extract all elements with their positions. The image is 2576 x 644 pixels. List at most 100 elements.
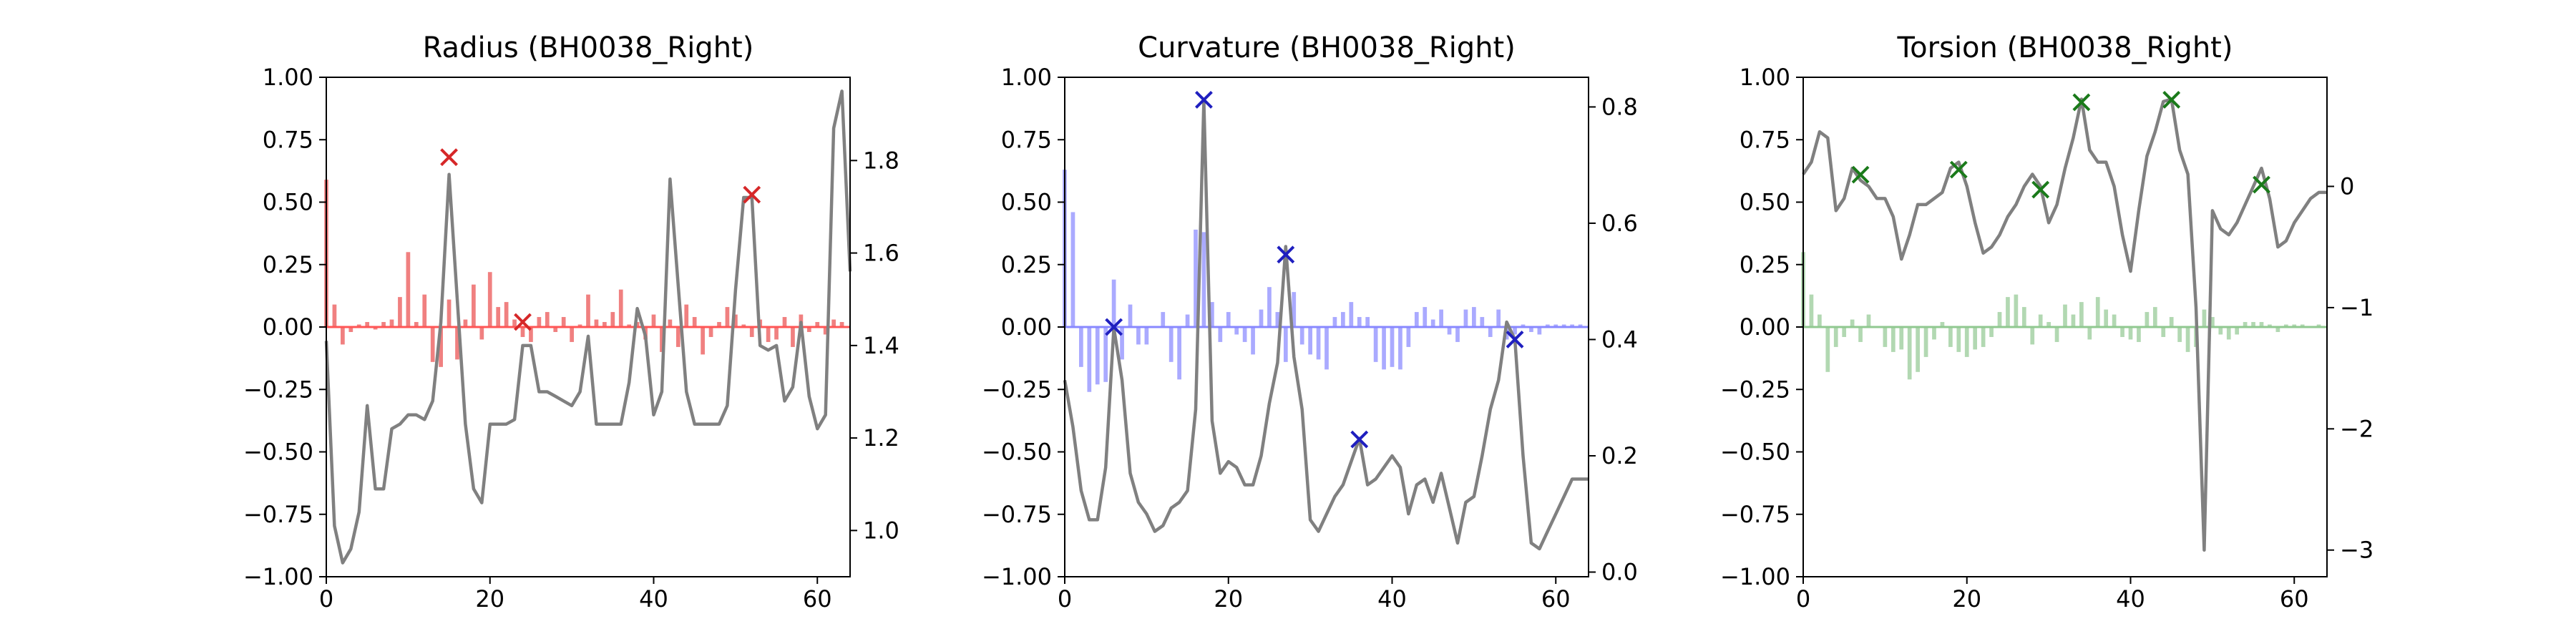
chart-title: Curvature (BH0038_Right) [1138,31,1516,64]
series-line [1802,97,2327,552]
x-tick-label: 20 [1214,585,1243,613]
bar [1455,327,1460,342]
bar [2161,327,2166,337]
y-tick-label: 0.25 [263,251,313,278]
bar [1177,327,1181,380]
bar [1341,312,1345,327]
y-tick-label: −0.25 [1720,376,1790,403]
bar [570,327,574,342]
bar [586,294,590,327]
bar [774,327,779,340]
bar [406,252,411,327]
bar [341,327,345,345]
bar [1226,312,1231,327]
bar [766,327,771,342]
y-tick-label: 0.50 [1001,189,1052,216]
bar [356,324,361,327]
x-tick-label: 60 [2280,585,2309,613]
bar [1136,327,1141,345]
bar [782,317,787,327]
bar [684,304,689,327]
y-right-tick-label: −1 [2340,294,2373,321]
bar [1825,327,1830,372]
bar [472,284,476,327]
peak-marker-stroke [2253,175,2270,194]
bar [2128,327,2133,340]
bar [668,319,673,327]
bar [2030,327,2035,345]
bar [823,327,828,335]
y-right-tick-label: 1.4 [863,332,899,359]
bar [1316,327,1321,360]
y-right-tick-label: −2 [2340,415,2373,442]
bar [1907,327,1912,380]
bar [463,319,468,327]
x-tick-label: 20 [475,585,504,613]
y-tick-label: −0.75 [1720,501,1790,528]
bar [1480,317,1485,327]
bar [373,327,378,330]
y-tick-label: −0.75 [243,501,313,528]
peak-marker [2031,180,2050,199]
bar [733,314,738,327]
bar [1111,279,1116,327]
bar [2259,322,2264,327]
bar [1382,327,1386,370]
bar [618,289,623,327]
bar [1128,304,1133,327]
y-right-tick-label: 0.4 [1601,326,1638,353]
bar [2202,309,2207,327]
bar [1447,327,1452,335]
bar [701,327,705,355]
bar [2079,302,2084,327]
bar [1890,327,1896,352]
bar [1973,327,1978,350]
bar [1349,302,1354,327]
bar [2137,327,2141,342]
x-tick-label: 40 [639,585,668,613]
bar [1087,327,1092,392]
bar [1923,327,1928,357]
y-tick-label: 0.00 [263,313,313,341]
y-tick-label: −0.50 [1720,439,1790,466]
y-tick-label: −0.25 [982,376,1052,403]
bar [2177,327,2182,342]
peak-marker [440,148,458,167]
bar [2071,314,2076,327]
bar [1308,327,1312,355]
bar [2226,327,2231,340]
bar [675,327,680,347]
bar [1398,327,1402,370]
bar [660,327,664,352]
y-right-tick-label: 0 [2340,172,2354,200]
y-tick-label: −0.25 [243,376,313,403]
y-right-tick-label: 1.2 [863,424,899,452]
bar [545,312,550,327]
bar [1981,327,1986,347]
bar [512,319,517,327]
bar [708,327,713,337]
bar [1103,327,1108,382]
bar [1259,309,1264,327]
peak-marker-stroke [1949,160,1968,179]
y-tick-label: 0.75 [263,126,313,153]
bar [1251,327,1255,355]
bar [1472,307,1476,327]
bar [389,319,394,327]
bar [1496,309,1501,327]
subplot-radius: −1.00−0.75−0.50−0.250.000.250.500.751.00… [243,31,899,613]
subplot-curvature: −1.00−0.75−0.50−0.250.000.250.500.751.00… [982,31,1638,613]
bar [398,297,402,327]
bar [1916,327,1920,372]
bar [1210,302,1214,327]
bar [1842,327,1847,337]
y-right-tick-label: 0.6 [1601,210,1638,237]
peak-marker [743,185,761,204]
bar [1989,327,1994,337]
y-tick-label: −0.50 [243,439,313,466]
bar [610,312,615,327]
bar [447,299,452,327]
peak-marker-stroke [440,148,458,167]
bar [627,324,632,327]
